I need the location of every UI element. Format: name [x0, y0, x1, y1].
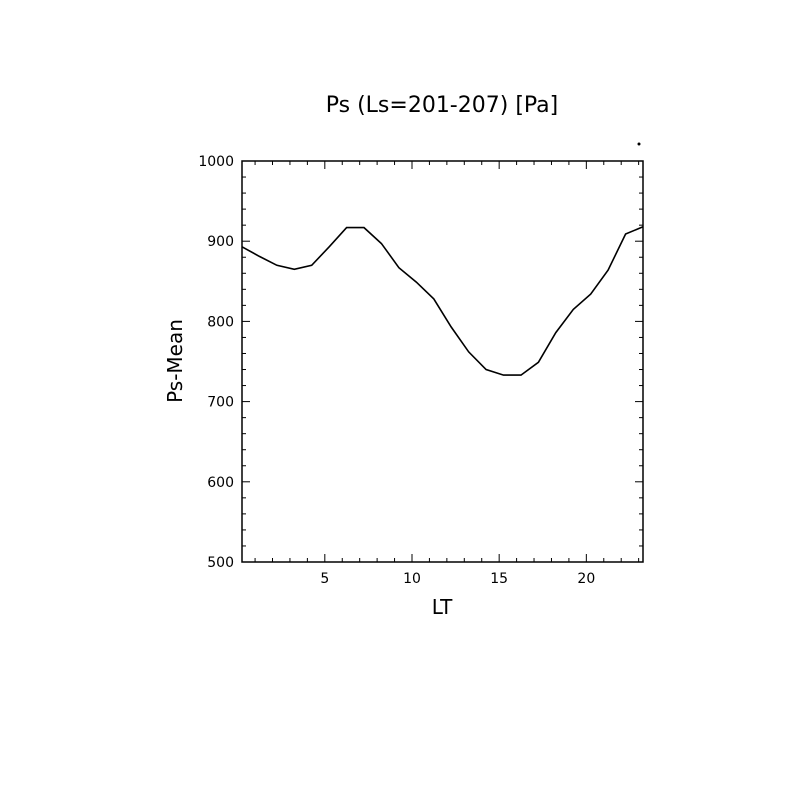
corner-dot	[637, 142, 641, 146]
x-tick-label: 15	[490, 571, 508, 587]
y-tick-label: 700	[207, 395, 234, 411]
y-axis-title: Ps-Mean	[163, 319, 187, 403]
chart-title: Ps (Ls=201-207) [Pa]	[326, 93, 559, 118]
x-tick-label: 5	[320, 571, 329, 587]
x-axis-title: LT	[432, 595, 453, 619]
x-tick-label: 10	[403, 571, 421, 587]
y-tick-label: 500	[207, 555, 234, 571]
y-tick-label: 1000	[198, 154, 234, 170]
series-line	[241, 226, 644, 376]
ticks-layer	[242, 160, 643, 563]
x-tick-label: 20	[577, 571, 595, 587]
y-tick-label: 800	[207, 314, 234, 330]
y-tick-label: 600	[207, 475, 234, 491]
plot-frame	[241, 160, 644, 563]
y-tick-label: 900	[207, 234, 234, 250]
tick-labels-layer: 5 10 15 20 500 600 700 800 900 1000	[198, 154, 595, 587]
